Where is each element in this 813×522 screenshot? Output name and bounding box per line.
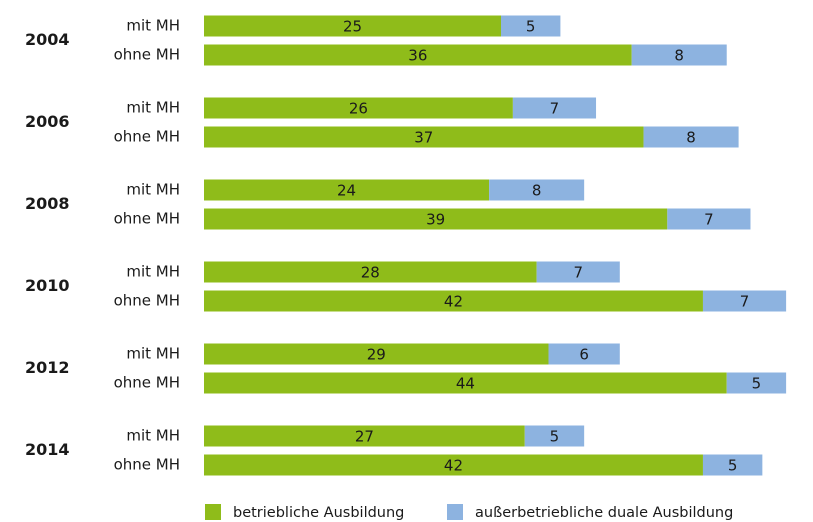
bar-segment (204, 44, 632, 66)
bar-segment (702, 454, 763, 476)
bar-segment (204, 343, 549, 365)
value-label: 8 (532, 182, 542, 200)
legend-label: betriebliche Ausbildung (233, 505, 404, 521)
bar-segment (204, 208, 668, 230)
value-label: 42 (444, 457, 463, 475)
value-label: 7 (740, 293, 750, 311)
value-label: 8 (686, 129, 696, 147)
row-label: ohne MH (114, 210, 180, 228)
bar-segment (702, 290, 787, 312)
value-label: 7 (573, 264, 583, 282)
bar-segment (204, 261, 537, 283)
value-label: 29 (367, 346, 386, 364)
value-label: 24 (337, 182, 356, 200)
bar-segment (204, 290, 703, 312)
bar-segment (643, 126, 739, 148)
value-label: 39 (426, 211, 445, 229)
legend-swatch (447, 504, 463, 520)
group-label: 2014 (25, 440, 70, 459)
value-label: 5 (728, 457, 738, 475)
bar-segment (501, 15, 561, 37)
bar-segment (489, 179, 585, 201)
value-label: 42 (444, 293, 463, 311)
bar-segment (204, 97, 513, 119)
legend-label: außerbetriebliche duale Ausbildung (475, 505, 733, 521)
bar-segment (667, 208, 751, 230)
bar-segment (204, 454, 703, 476)
bar-segment (512, 97, 597, 119)
bar-segment (524, 425, 585, 447)
value-label: 44 (456, 375, 475, 393)
row-label: ohne MH (114, 374, 180, 392)
value-label: 7 (704, 211, 714, 229)
bar-segment (204, 126, 644, 148)
row-label: mit MH (126, 17, 180, 35)
bar-segment (204, 372, 727, 394)
bar-segment (204, 15, 501, 37)
bar-segment (726, 372, 787, 394)
row-label: ohne MH (114, 46, 180, 64)
bar-segment (204, 179, 490, 201)
bar-segment (631, 44, 727, 66)
bar-segment (536, 261, 620, 283)
value-label: 6 (579, 346, 589, 364)
value-label: 5 (550, 428, 560, 446)
group-label: 2008 (25, 194, 70, 213)
group-label: 2012 (25, 358, 70, 377)
value-label: 7 (550, 100, 560, 118)
row-label: mit MH (126, 345, 180, 363)
value-label: 27 (355, 428, 374, 446)
row-label: ohne MH (114, 128, 180, 146)
value-label: 8 (674, 47, 684, 65)
value-label: 28 (361, 264, 380, 282)
row-label: ohne MH (114, 456, 180, 474)
row-label: mit MH (126, 181, 180, 199)
row-label: mit MH (126, 263, 180, 281)
value-label: 37 (414, 129, 433, 147)
value-label: 5 (526, 18, 536, 36)
row-label: mit MH (126, 427, 180, 445)
value-label: 25 (343, 18, 362, 36)
value-label: 36 (408, 47, 427, 65)
legend-swatch (205, 504, 221, 520)
group-label: 2010 (25, 276, 70, 295)
bar-segment (548, 343, 620, 365)
row-label: ohne MH (114, 292, 180, 310)
group-label: 2004 (25, 30, 70, 49)
value-label: 5 (752, 375, 762, 393)
row-label: mit MH (126, 99, 180, 117)
value-label: 26 (349, 100, 368, 118)
bar-segment (204, 425, 525, 447)
group-label: 2006 (25, 112, 70, 131)
